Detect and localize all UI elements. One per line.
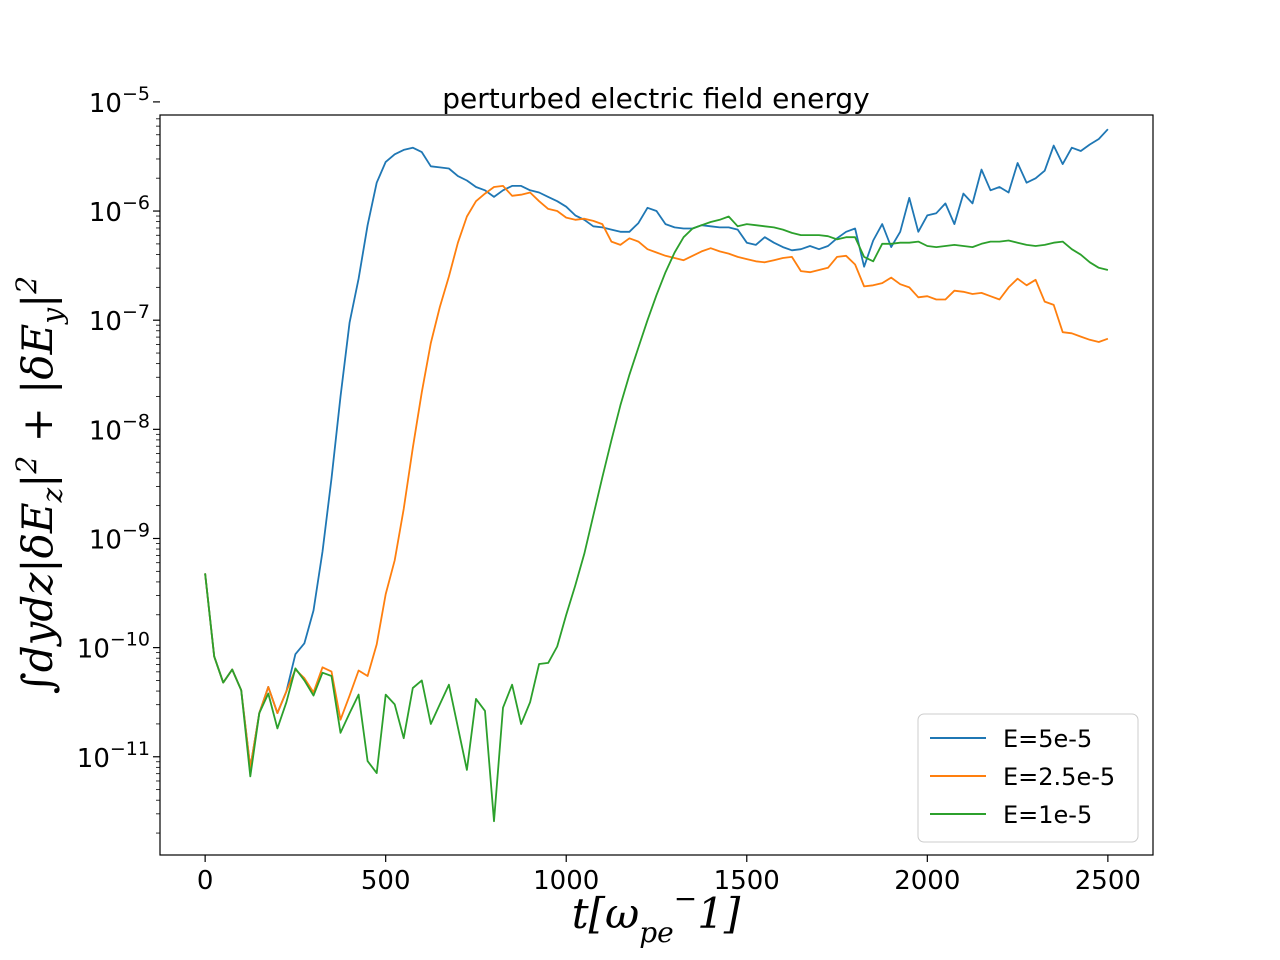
y-axis: 10−5 10−6 10−7 10−8 10−9 10−10 10−11 (77, 83, 160, 834)
series-line-2 (204, 184, 1109, 769)
chart-title: perturbed electric field energy (442, 82, 870, 115)
y-tick-label: 10−5 (89, 83, 150, 119)
x-tick-label: 0 (197, 866, 214, 896)
legend: E=5e-5 E=2.5e-5 E=1e-5 (917, 713, 1139, 843)
x-axis: 0 500 1000 1500 2000 2500 (197, 855, 1141, 896)
x-axis-label: t[ωpe−1] (572, 882, 741, 949)
x-tick-label: 1000 (533, 866, 599, 896)
y-tick-label: 10−6 (89, 192, 150, 228)
y-tick-label: 10−11 (77, 738, 150, 774)
y-tick-label: 10−7 (89, 301, 150, 337)
y-tick-label: 10−8 (89, 410, 150, 446)
x-tick-label: 1500 (714, 866, 780, 896)
legend-box (917, 713, 1139, 843)
x-tick-label: 2500 (1075, 866, 1141, 896)
legend-label: E=1e-5 (1003, 801, 1092, 829)
y-axis-label: ∫dydz|δEz|2 + |δEy|2 (10, 276, 69, 694)
series-line-1 (204, 128, 1109, 769)
x-tick-label: 500 (361, 866, 411, 896)
series-layer (204, 128, 1109, 823)
y-tick-label: 10−9 (89, 519, 150, 555)
legend-label: E=5e-5 (1003, 725, 1092, 753)
y-tick-label: 10−10 (77, 629, 150, 665)
series-line-3 (204, 215, 1109, 823)
plot-area-frame (159, 114, 1154, 856)
legend-label: E=2.5e-5 (1003, 763, 1115, 791)
x-tick-label: 2000 (894, 866, 960, 896)
